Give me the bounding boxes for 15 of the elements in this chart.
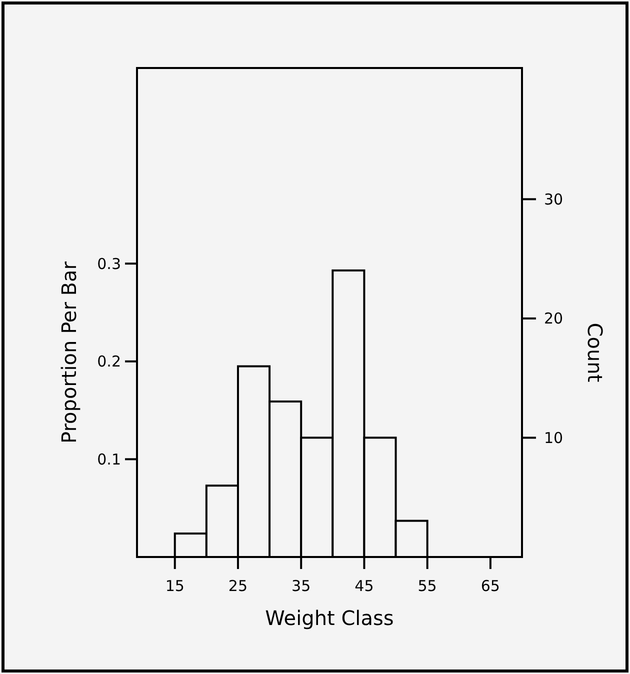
x-tick-label: 55 bbox=[418, 577, 437, 595]
y2-axis-title: Count bbox=[583, 322, 607, 382]
y2-tick-label: 10 bbox=[544, 428, 564, 447]
y2-tick-label: 20 bbox=[544, 310, 564, 328]
x-axis-title: Weight Class bbox=[265, 606, 394, 630]
x-tick-label: 25 bbox=[228, 577, 248, 595]
y-tick-label: 0.2 bbox=[97, 352, 121, 371]
y2-tick-label: 30 bbox=[544, 190, 564, 208]
x-tick-label: 45 bbox=[354, 577, 374, 595]
x-tick-label: 35 bbox=[292, 577, 311, 595]
y-tick-label: 0.1 bbox=[97, 450, 121, 468]
x-tick-label: 15 bbox=[165, 577, 184, 595]
x-tick-label: 65 bbox=[480, 577, 500, 595]
y-axis-title: Proportion Per Bar bbox=[57, 260, 81, 444]
y-tick-label: 0.3 bbox=[97, 254, 121, 273]
